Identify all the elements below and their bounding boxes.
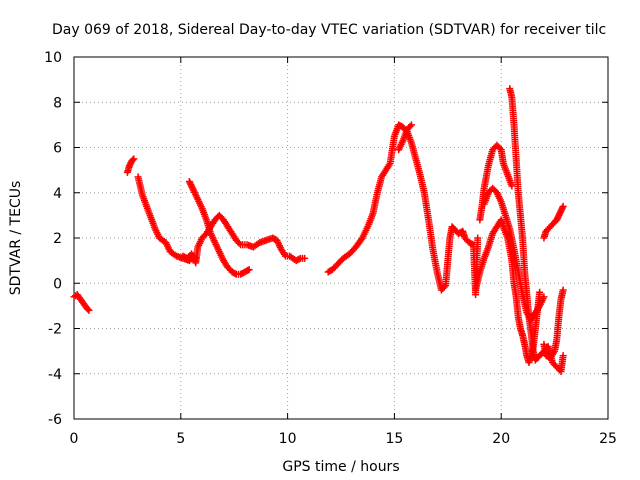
y-tick-label: 4 [53,186,62,202]
data-point [245,266,253,274]
y-tick-labels: -6 -4 -2 0 2 4 6 8 10 [44,50,62,428]
x-tick-label: 0 [70,431,79,447]
data-point [231,269,239,277]
data-point [85,306,93,314]
data-point [301,254,309,262]
series-s2 [123,155,138,176]
series-s6 [324,121,482,299]
data-point [129,156,137,164]
series-s7 [395,121,415,154]
y-tick-label: 8 [53,95,62,111]
data-point [295,255,303,263]
chart-title: Day 069 of 2018, Sidereal Day-to-day VTE… [52,22,606,38]
axis-ticks [73,56,609,420]
data-point [407,121,415,129]
y-tick-label: 0 [53,276,62,292]
y-tick-label: -4 [48,367,62,383]
data-point [192,254,200,262]
series-s10 [480,184,548,323]
y-tick-label: 10 [44,50,62,66]
x-tick-label: 15 [385,431,403,447]
data-point [508,182,516,190]
data-point [440,283,448,291]
x-tick-labels: 0 5 10 15 20 25 [70,431,617,447]
y-tick-label: -2 [48,322,62,338]
data-point [406,122,414,130]
data-point [474,234,482,242]
y-tick-label: -6 [48,412,62,428]
data-point [84,305,92,313]
data-point [540,293,548,301]
series-s4 [185,177,253,278]
grid [74,57,608,419]
series-s8 [476,141,516,224]
data-marks [70,85,567,375]
x-tick-label: 25 [599,431,617,447]
x-tick-label: 10 [279,431,297,447]
series-s3 [134,173,309,267]
series-s13 [540,202,567,242]
data-point [536,288,544,296]
data-point [559,202,567,210]
series-s1 [70,291,93,314]
series-s11 [506,85,567,375]
y-tick-label: 6 [53,141,62,157]
data-point [190,253,198,261]
y-axis-title: SDTVAR / TECUs [8,181,24,296]
x-tick-label: 5 [176,431,185,447]
data-point [559,286,567,294]
data-point [559,352,567,360]
series-s12 [540,286,567,362]
data-point [244,266,252,274]
x-tick-label: 20 [492,431,510,447]
x-axis-title: GPS time / hours [282,459,399,475]
data-point [130,155,138,163]
data-point [235,239,243,247]
y-tick-label: 2 [53,231,62,247]
series-s5 [179,250,200,262]
